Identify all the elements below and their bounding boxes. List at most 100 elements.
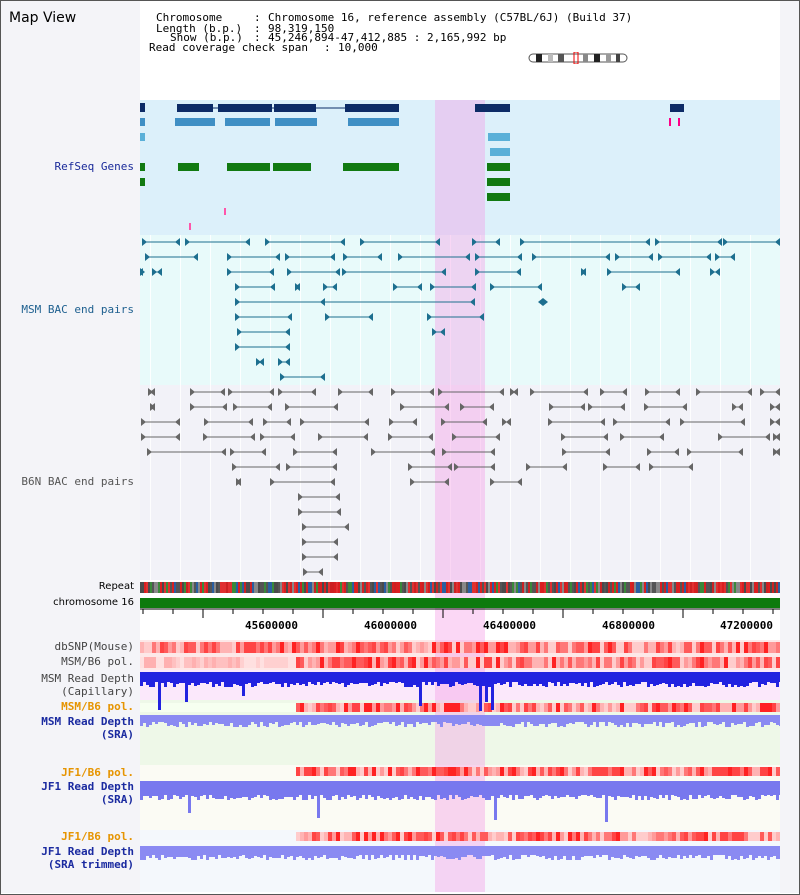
track-label-msm-pol[interactable]: MSM/B6 pol.	[61, 655, 134, 668]
bac-end-pair[interactable]	[300, 418, 369, 426]
bac-end-pair[interactable]	[318, 433, 368, 441]
bac-end-pair[interactable]	[270, 478, 335, 486]
track-label-jf1-pol[interactable]: JF1/B6 pol.	[61, 766, 134, 779]
bac-end-pair[interactable]	[658, 253, 711, 261]
bac-end-pair[interactable]	[342, 268, 446, 276]
bac-end-pair[interactable]	[649, 463, 693, 471]
bac-end-pair[interactable]	[490, 478, 522, 486]
bac-end-pair[interactable]	[227, 268, 274, 276]
track-label-jf1-pol-trim[interactable]: JF1/B6 pol.	[61, 830, 134, 843]
bac-end-pair[interactable]	[680, 418, 745, 426]
bac-end-pair[interactable]	[410, 478, 449, 486]
bac-end-pair[interactable]	[140, 268, 145, 276]
bac-end-pair[interactable]	[715, 253, 735, 261]
bac-end-pair[interactable]	[427, 313, 484, 321]
bac-end-pair[interactable]	[562, 448, 610, 456]
bac-end-pair[interactable]	[603, 463, 640, 471]
bac-end-pair[interactable]	[236, 478, 241, 486]
bac-end-pair[interactable]	[607, 268, 680, 276]
bac-end-pair[interactable]	[303, 568, 323, 576]
bac-end-pair[interactable]	[398, 253, 470, 261]
bac-end-pair[interactable]	[256, 358, 264, 366]
track-label-msm-depth-sra[interactable]: MSM Read Depth	[41, 715, 134, 728]
bac-end-pair[interactable]	[302, 553, 338, 561]
bac-end-pair[interactable]	[145, 253, 198, 261]
bac-end-pair[interactable]	[227, 253, 280, 261]
bac-end-pair[interactable]	[230, 448, 266, 456]
bac-end-pair[interactable]	[645, 388, 680, 396]
bac-end-pair[interactable]	[141, 418, 180, 426]
bac-end-pair[interactable]	[400, 403, 449, 411]
bac-end-pair[interactable]	[323, 283, 337, 291]
bac-end-pair[interactable]	[285, 253, 335, 261]
bac-end-pair[interactable]	[260, 433, 295, 441]
bac-end-pair[interactable]	[325, 313, 373, 321]
bac-end-pair[interactable]	[490, 283, 542, 291]
bac-end-pair[interactable]	[655, 238, 722, 246]
bac-end-pair[interactable]	[298, 508, 341, 516]
bac-end-pair[interactable]	[232, 463, 280, 471]
track-label-msm-depth-cap[interactable]: MSM Read Depth	[41, 672, 134, 685]
bac-end-pair[interactable]	[460, 403, 494, 411]
bac-end-pair[interactable]	[760, 388, 780, 396]
bac-end-pair[interactable]	[687, 448, 743, 456]
track-label-msm-bac[interactable]: MSM BAC end pairs	[21, 303, 134, 316]
bac-end-pair[interactable]	[302, 538, 338, 546]
bac-end-pair[interactable]	[185, 238, 250, 246]
bac-end-pair[interactable]	[338, 388, 373, 396]
bac-end-pair[interactable]	[263, 418, 291, 426]
bac-end-pair[interactable]	[285, 403, 338, 411]
bac-end-pair[interactable]	[142, 238, 180, 246]
bac-end-pair[interactable]	[298, 493, 340, 501]
bac-end-pair[interactable]	[190, 403, 227, 411]
bac-end-pair[interactable]	[371, 448, 435, 456]
bac-end-pair[interactable]	[293, 448, 337, 456]
bac-end-pair[interactable]	[710, 268, 720, 276]
track-label-repeat[interactable]: Repeat	[98, 581, 134, 592]
bac-end-pair[interactable]	[233, 403, 272, 411]
bac-end-pair[interactable]	[408, 463, 452, 471]
bac-end-pair[interactable]	[718, 433, 770, 441]
bac-end-pair[interactable]	[150, 403, 155, 411]
bac-end-pair[interactable]	[773, 433, 780, 441]
bac-end-pair[interactable]	[475, 268, 521, 276]
bac-end-pair[interactable]	[510, 388, 518, 396]
bac-end-pair[interactable]	[723, 238, 780, 246]
bac-end-pair[interactable]	[647, 448, 679, 456]
bac-end-pair[interactable]	[287, 268, 340, 276]
bac-end-pair[interactable]	[581, 268, 586, 276]
bac-end-pair[interactable]	[770, 418, 780, 426]
repeat-track[interactable]	[140, 582, 780, 593]
bac-end-pair[interactable]	[278, 358, 290, 366]
bac-end-pair[interactable]	[773, 448, 780, 456]
refseq-genes-svg[interactable]	[140, 100, 780, 235]
bac-end-pair[interactable]	[441, 418, 487, 426]
bac-end-pair[interactable]	[472, 238, 500, 246]
bac-end-pair[interactable]	[432, 328, 445, 336]
track-label-b6n-bac[interactable]: B6N BAC end pairs	[21, 475, 134, 488]
bac-end-pair[interactable]	[228, 388, 274, 396]
bac-end-pair[interactable]	[770, 403, 780, 411]
b6n-bac-svg[interactable]	[140, 385, 780, 580]
bac-end-pair[interactable]	[600, 388, 627, 396]
bac-end-pair[interactable]	[295, 283, 300, 291]
bac-end-pair[interactable]	[265, 238, 345, 246]
bac-end-pair[interactable]	[141, 433, 180, 441]
bac-end-pair[interactable]	[148, 388, 155, 396]
bac-end-pair[interactable]	[152, 268, 162, 276]
bac-end-pair[interactable]	[613, 418, 670, 426]
bac-end-pair[interactable]	[343, 253, 382, 261]
bac-end-pair[interactable]	[388, 433, 433, 441]
track-label-jf1-trim[interactable]: JF1 Read Depth	[41, 845, 134, 858]
bac-end-pair[interactable]	[530, 388, 588, 396]
bac-end-pair[interactable]	[475, 253, 522, 261]
polymorphism-depth-svg[interactable]	[140, 640, 780, 895]
track-label-jf1-depth[interactable]: JF1 Read Depth	[41, 780, 134, 793]
track-label-refseq[interactable]: RefSeq Genes	[54, 160, 134, 173]
bac-end-pair[interactable]	[203, 433, 255, 441]
bac-end-pair[interactable]	[391, 388, 434, 396]
chromosome-ideogram[interactable]	[528, 52, 630, 64]
bac-end-pair[interactable]	[561, 433, 608, 441]
track-label-chromosome[interactable]: chromosome 16	[53, 597, 134, 608]
bac-end-pair[interactable]	[237, 328, 290, 336]
